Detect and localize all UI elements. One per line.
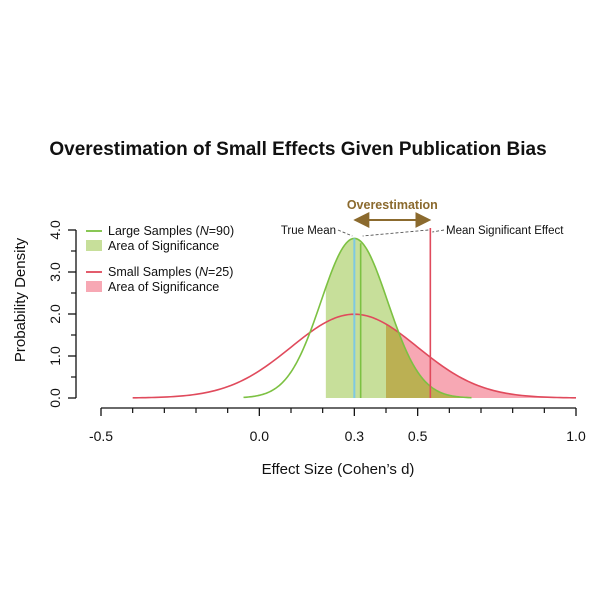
large-samples-area-legend-label: Area of Significance	[108, 239, 219, 253]
chart-title: Overestimation of Small Effects Given Pu…	[49, 139, 546, 160]
y-axis-label: Probability Density	[12, 237, 29, 362]
mean-significant-leader-small	[432, 229, 445, 233]
large-samples-legend-label: Large Samples (N=90)	[108, 224, 234, 238]
mean-significant-label: Mean Significant Effect	[446, 225, 564, 237]
x-tick-label: 0.5	[408, 428, 428, 444]
annotations: Overestimation True Mean Mean Significant …	[281, 198, 564, 237]
small-samples-area-legend-label: Area of Significance	[108, 280, 219, 294]
x-axis: -0.5 0.0 0.3 0.5 1.0	[89, 407, 586, 444]
small-samples-legend-label: Small Samples (N=25)	[108, 265, 233, 279]
large-samples-area-legend-swatch	[86, 240, 102, 251]
y-tick-label: 3.0	[47, 262, 63, 282]
y-tick-label: 4.0	[47, 220, 63, 240]
large-samples-significance-area	[325, 238, 472, 398]
mean-significant-leader-large	[362, 229, 429, 237]
legend: Large Samples (N=90)Area of Significance…	[86, 224, 234, 294]
y-axis: 0.0 1.0 2.0 3.0 4.0	[47, 220, 77, 408]
overlap-significance-area	[386, 324, 472, 398]
true-mean-label: True Mean	[281, 225, 336, 237]
true-mean-leader	[337, 229, 353, 237]
x-tick-label: 1.0	[566, 428, 586, 444]
reference-lines	[353, 228, 432, 398]
y-tick-label: 2.0	[47, 304, 63, 324]
small-samples-significance-area	[386, 324, 576, 398]
x-tick-label: 0.3	[345, 428, 365, 444]
y-tick-label: 1.0	[47, 346, 63, 366]
significance-fills	[325, 238, 576, 398]
x-tick-label: -0.5	[89, 428, 113, 444]
x-tick-label: 0.0	[250, 428, 270, 444]
overestimation-label: Overestimation	[347, 198, 438, 212]
y-tick-label: 0.0	[47, 388, 63, 408]
large-samples-curve	[243, 237, 472, 399]
x-axis-label: Effect Size (Cohen’s d)	[262, 461, 415, 478]
plot-area	[132, 228, 577, 399]
small-samples-area-legend-swatch	[86, 281, 102, 292]
